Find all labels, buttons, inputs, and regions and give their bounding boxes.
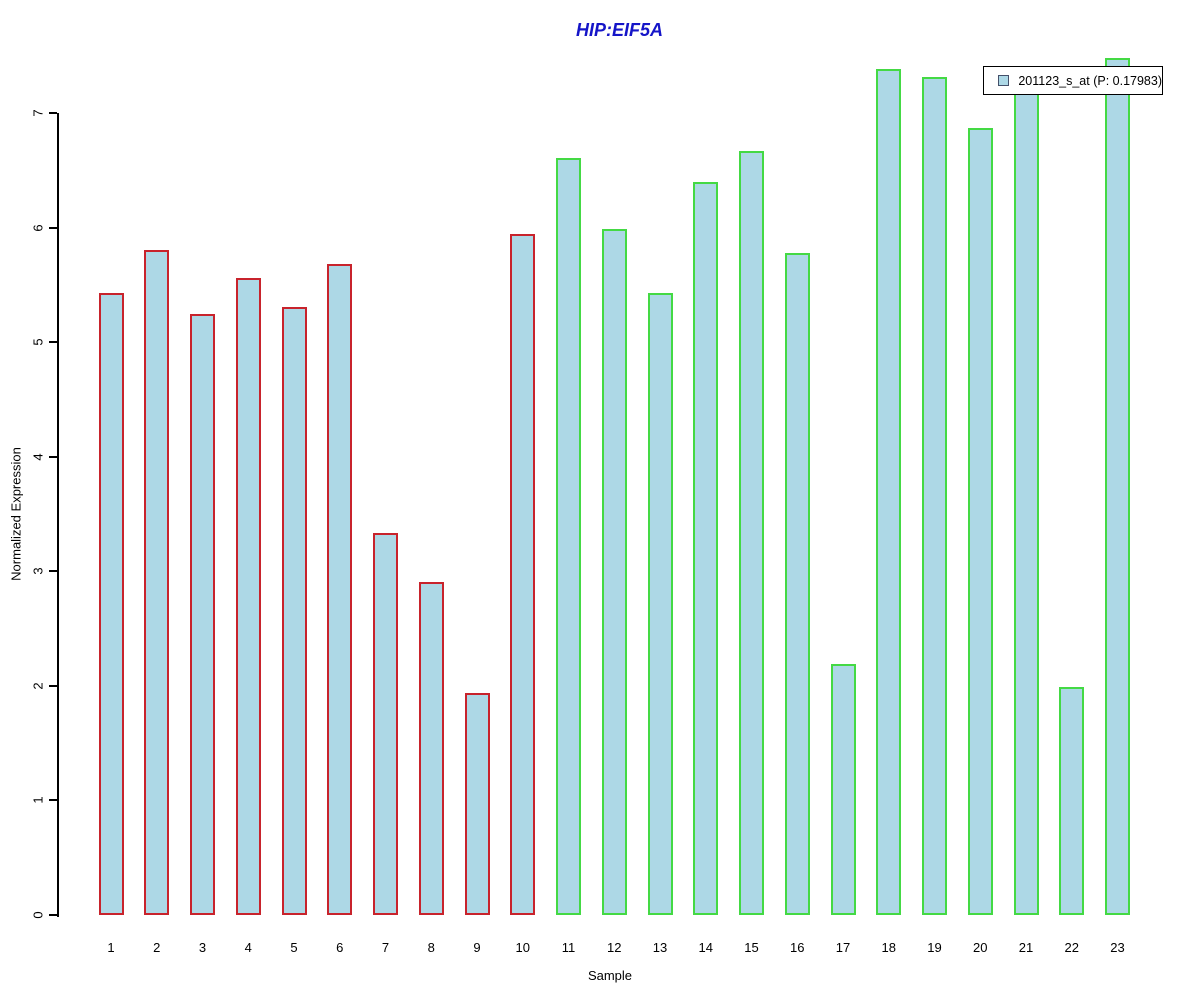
legend-swatch-icon xyxy=(998,75,1010,86)
y-tick-mark xyxy=(49,570,57,573)
bar-sample-9 xyxy=(464,692,490,915)
legend: 201123_s_at (P: 0.17983) xyxy=(983,66,1163,95)
bar-sample-21 xyxy=(1013,90,1039,915)
bar-sample-10 xyxy=(510,234,536,915)
x-tick-label: 18 xyxy=(881,940,896,955)
x-tick-label: 10 xyxy=(515,940,530,955)
y-tick-label: 7 xyxy=(30,109,46,117)
x-tick-label: 11 xyxy=(561,940,576,955)
y-axis-line xyxy=(57,113,59,917)
bar-sample-2 xyxy=(144,250,170,915)
y-tick-mark xyxy=(49,799,57,802)
x-tick-label: 13 xyxy=(652,940,668,955)
y-tick-label: 3 xyxy=(30,567,46,575)
y-tick-label: 6 xyxy=(30,223,46,232)
y-tick-mark xyxy=(49,112,57,114)
y-tick-mark xyxy=(49,914,57,916)
x-tick-label: 6 xyxy=(336,940,344,955)
bar-sample-23 xyxy=(1105,58,1130,915)
x-tick-label: 12 xyxy=(607,940,622,955)
x-tick-label: 14 xyxy=(698,940,713,955)
x-tick-label: 16 xyxy=(790,940,805,955)
bar-sample-3 xyxy=(190,313,215,915)
x-tick-label: 7 xyxy=(381,940,390,955)
x-tick-label: 5 xyxy=(290,940,298,955)
y-tick-label: 1 xyxy=(30,796,46,805)
x-tick-label: 19 xyxy=(927,940,942,955)
x-tick-label: 8 xyxy=(427,940,435,955)
legend-label: 201123_s_at (P: 0.17983) xyxy=(1018,73,1162,88)
y-tick-label: 2 xyxy=(30,682,46,690)
bar-sample-12 xyxy=(601,228,627,915)
y-tick-mark xyxy=(49,226,57,229)
y-tick-label: 5 xyxy=(30,338,46,346)
bar-sample-15 xyxy=(739,150,764,915)
x-tick-label: 2 xyxy=(153,940,161,955)
y-tick-mark xyxy=(49,341,57,344)
x-tick-label: 17 xyxy=(835,940,851,955)
y-tick-mark xyxy=(49,684,57,687)
chart-title: HIP:EIF5A xyxy=(575,20,663,40)
x-tick-label: 23 xyxy=(1110,940,1125,955)
bar-sample-11 xyxy=(556,157,581,915)
y-tick-mark xyxy=(49,455,57,458)
x-tick-label: 15 xyxy=(744,940,759,955)
y-axis-label: Normalized Expression xyxy=(8,447,24,581)
x-tick-label: 3 xyxy=(198,940,207,955)
bar-sample-14 xyxy=(693,181,719,915)
bar-sample-17 xyxy=(830,664,856,915)
bar-sample-22 xyxy=(1059,687,1085,915)
x-tick-label: 4 xyxy=(244,940,252,955)
bar-sample-18 xyxy=(876,69,902,915)
y-tick-label: 0 xyxy=(30,911,46,919)
x-tick-label: 21 xyxy=(1018,940,1034,955)
x-axis-label: Sample xyxy=(587,968,633,983)
bar-sample-8 xyxy=(418,581,444,915)
bar-sample-5 xyxy=(281,306,307,915)
bar-sample-1 xyxy=(98,292,124,915)
y-tick-label: 4 xyxy=(30,453,46,461)
bar-sample-4 xyxy=(235,277,261,915)
x-tick-label: 9 xyxy=(473,940,481,955)
bar-sample-19 xyxy=(922,77,947,915)
bar-sample-16 xyxy=(784,252,810,915)
bar-sample-7 xyxy=(373,533,398,915)
bar-sample-13 xyxy=(647,292,673,915)
bar-sample-20 xyxy=(967,127,993,915)
x-tick-label: 20 xyxy=(973,940,988,955)
x-tick-label: 1 xyxy=(107,940,115,955)
x-tick-label: 22 xyxy=(1064,940,1079,955)
bar-sample-6 xyxy=(327,264,353,915)
